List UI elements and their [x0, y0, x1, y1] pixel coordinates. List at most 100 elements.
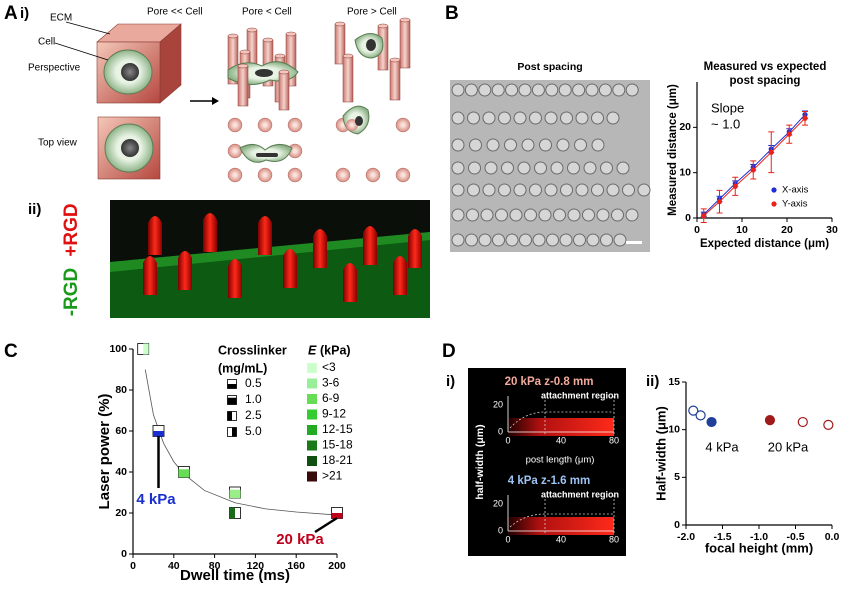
inset-tick: 0 — [498, 426, 503, 436]
x-tick-label: 40 — [168, 560, 180, 572]
chart-title-line: post spacing — [729, 75, 801, 87]
post — [313, 229, 327, 268]
x-axis-label: Dwell time (ms) — [180, 567, 290, 584]
post — [363, 226, 377, 265]
post — [228, 259, 242, 298]
point — [688, 405, 699, 416]
rgd-label: +RGD — [61, 203, 82, 256]
nucleus — [355, 116, 363, 126]
x-axis-label: focal height (mm) — [705, 540, 813, 555]
post-image — [505, 83, 519, 97]
post-image — [480, 208, 494, 222]
post — [283, 249, 297, 288]
panel-label: D — [442, 341, 456, 362]
chart-title-line: Measured vs expected — [703, 61, 827, 73]
y-tick-label: 0 — [121, 548, 127, 560]
y-axis-label: Laser power (%) — [96, 394, 113, 510]
pillar — [389, 59, 401, 101]
legend-label: 6-9 — [322, 391, 340, 405]
x-tick-label: 0 — [130, 560, 136, 572]
y-tick-label: 0 — [674, 519, 680, 531]
marker-fill — [229, 489, 241, 498]
legend-swatch — [307, 394, 317, 404]
legend-swatch — [771, 187, 777, 193]
post-image — [556, 138, 570, 152]
diagram-label: ECM — [50, 13, 72, 24]
marker-fill — [153, 431, 164, 437]
marker-fill — [178, 469, 190, 478]
nucleus — [255, 69, 273, 77]
x-tick-label: -1.5 — [713, 531, 731, 543]
legend-swatch — [307, 378, 317, 389]
y-tick-label: 80 — [115, 384, 127, 396]
annotation: 4 kPa — [136, 491, 176, 508]
post-image — [596, 208, 610, 222]
post-image — [504, 138, 517, 152]
pore-dot — [335, 167, 351, 183]
x-tick-label: 160 — [287, 560, 305, 572]
y-tick-label: 40 — [115, 466, 127, 478]
x-tick-label: 30 — [826, 224, 838, 236]
post-image — [625, 83, 639, 97]
pore-dot — [287, 167, 303, 183]
post-image — [567, 208, 581, 222]
micrograph-title: Post spacing — [517, 61, 582, 73]
legend-swatch — [307, 363, 317, 373]
point — [786, 131, 792, 137]
post-image — [616, 161, 630, 175]
pillar-top — [237, 63, 249, 69]
post-image — [519, 233, 532, 247]
post-image — [467, 111, 480, 125]
pillar-top — [262, 37, 274, 43]
legend-title: (kPa) — [320, 343, 351, 357]
post-image — [550, 161, 564, 175]
x-tick-label: 120 — [247, 560, 265, 572]
post-image — [539, 138, 552, 152]
annotation: Slope — [711, 100, 744, 115]
pillar-top — [285, 31, 297, 37]
post-image — [582, 208, 595, 222]
post-image — [532, 233, 546, 247]
post-image — [501, 161, 514, 175]
point — [706, 416, 717, 428]
y-tick-label: 100 — [109, 343, 127, 355]
annotation: ~ 1.0 — [711, 116, 740, 131]
x-tick-label: 0.0 — [825, 531, 840, 543]
post-image — [585, 83, 599, 97]
y-tick-label: 10 — [668, 423, 680, 435]
d-images — [468, 368, 626, 556]
ecm-cube — [54, 21, 182, 104]
post-image — [637, 183, 651, 197]
pillar — [237, 65, 249, 107]
post-image — [611, 208, 624, 222]
series-label: 20 kPa — [768, 439, 809, 454]
y-tick-label: 15 — [668, 376, 680, 388]
region-label: attachment region — [541, 390, 619, 400]
legend-label: >21 — [322, 469, 343, 483]
legend-title: Crosslinker — [218, 343, 287, 357]
annotation-line — [314, 516, 338, 534]
pore-dot — [227, 167, 243, 183]
inset-tick: 80 — [609, 435, 619, 445]
post-image — [560, 111, 573, 125]
point — [797, 416, 808, 428]
post-image — [451, 161, 465, 175]
legend-label: 0.5 — [245, 376, 262, 390]
legend-label: 2.5 — [245, 408, 262, 422]
inset-tick: 40 — [556, 534, 566, 544]
post — [393, 256, 407, 295]
post-image — [544, 111, 558, 125]
post-image — [534, 161, 547, 175]
diagram-label: Pore << Cell — [147, 7, 203, 18]
inset-tick: 0 — [505, 534, 510, 544]
post-image — [467, 183, 480, 197]
post-image — [484, 161, 498, 175]
image-title: 4 kPa z-1.6 mm — [508, 475, 590, 487]
legend-label: 12-15 — [322, 422, 353, 436]
legend-title: (mg/mL) — [218, 361, 267, 375]
pore-dot — [287, 117, 303, 133]
diagram-label: Top view — [38, 138, 78, 149]
post-image — [486, 138, 500, 152]
pillar-top — [334, 21, 346, 27]
post-image — [606, 183, 620, 197]
